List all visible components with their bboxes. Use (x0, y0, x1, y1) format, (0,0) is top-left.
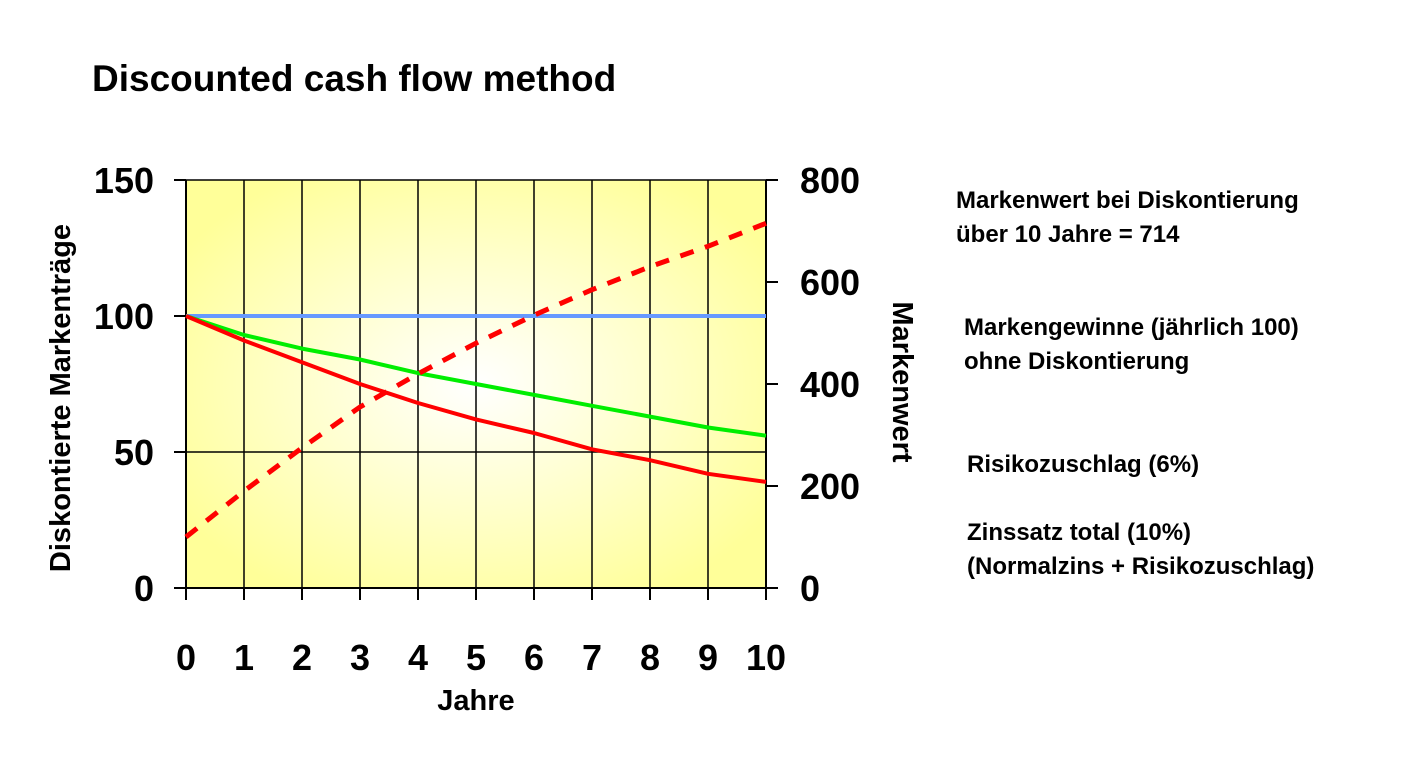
series-line-4 (184, 220, 767, 539)
x-axis-title: Jahre (437, 685, 514, 717)
y-left-tick-label: 150 (94, 160, 154, 201)
x-tick-label: 4 (408, 637, 428, 678)
x-tick-label: 6 (524, 637, 544, 678)
note-markenwert-line1: Markenwert bei Diskontierung (956, 187, 1299, 214)
note-gewinne: Markengewinne (jährlich 100) ohne Diskon… (964, 311, 1299, 379)
note-zins: Zinssatz total (10%) (Normalzins + Risik… (967, 516, 1314, 584)
x-tick-label: 8 (640, 637, 660, 678)
y-left-tick-label: 50 (114, 432, 154, 473)
y-right-tick-label: 200 (800, 466, 860, 507)
note-markenwert: Markenwert bei Diskontierung über 10 Jah… (956, 184, 1299, 252)
note-gewinne-line1: Markengewinne (jährlich 100) (964, 314, 1299, 341)
y-right-tick-label: 400 (800, 364, 860, 405)
x-tick-label: 10 (746, 637, 786, 678)
note-zins-line1: Zinssatz total (10%) (967, 519, 1192, 546)
note-zins-line2: (Normalzins + Risikozuschlag) (967, 553, 1315, 580)
series-group (184, 220, 767, 539)
x-tick-label: 1 (234, 637, 254, 678)
x-tick-label: 7 (582, 637, 602, 678)
axis-labels: 0 1 2 3 4 5 6 7 8 9 100501001500200400600800JahreD… (45, 160, 918, 717)
note-markenwert-line2: über 10 Jahre = 714 (956, 221, 1180, 248)
y-right-tick-label: 800 (800, 160, 860, 201)
y-left-tick-label: 0 (134, 568, 154, 609)
note-gewinne-line2: ohne Diskontierung (964, 348, 1190, 375)
y-right-tick-label: 600 (800, 262, 860, 303)
x-tick-label: 0 (176, 637, 196, 678)
y-left-tick-label: 100 (94, 296, 154, 337)
x-tick-label: 2 (292, 637, 312, 678)
note-risiko: Risikozuschlag (6%) (967, 448, 1199, 482)
x-tick-label: 5 (466, 637, 486, 678)
series-line-2 (185, 314, 767, 438)
y-left-axis-title: Diskontierte Markenträge (45, 224, 77, 572)
chart-title: Discounted cash flow method (92, 58, 617, 99)
x-tick-label: 9 (698, 637, 718, 678)
note-risiko-line: Risikozuschlag (6%) (967, 451, 1200, 478)
series-line-3 (185, 314, 767, 484)
axes (174, 179, 778, 600)
x-tick-label: 3 (350, 637, 370, 678)
y-right-axis-title: Markenwert (886, 301, 918, 463)
y-right-tick-label: 0 (800, 568, 820, 609)
